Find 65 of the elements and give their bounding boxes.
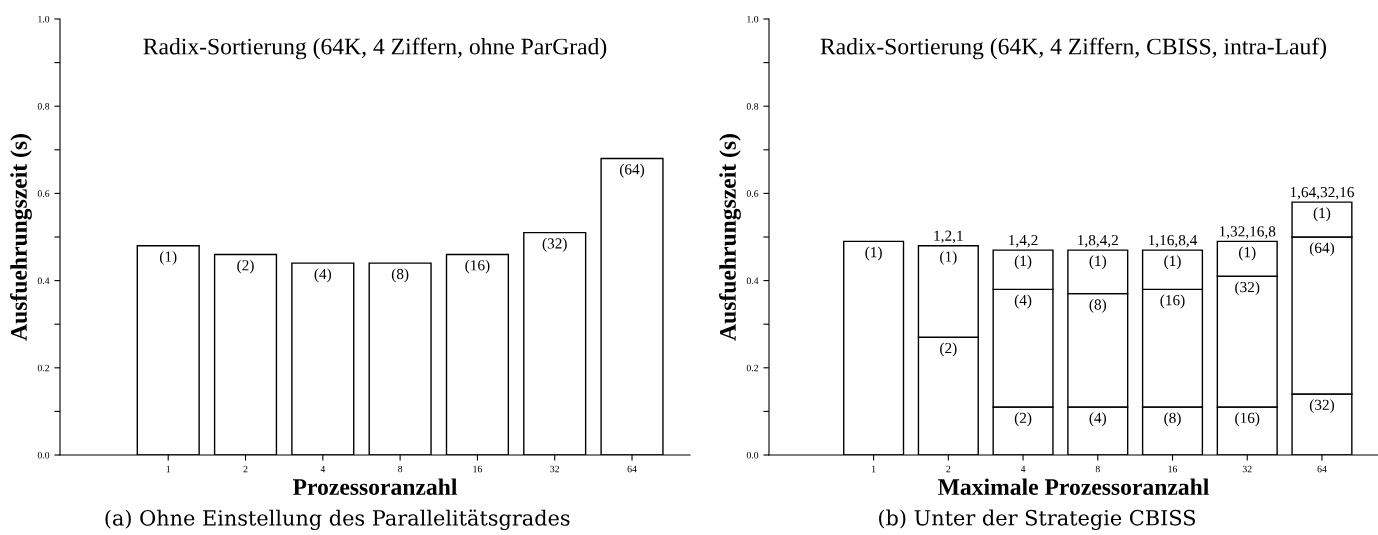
total-label: 1,64,32,16 xyxy=(1290,187,1354,200)
annotation: (2) xyxy=(1014,412,1032,427)
y-tick-label: 0.2 xyxy=(37,364,50,372)
text: (b) Unter der Strategie CBISS xyxy=(879,509,1195,530)
annotation: (32) xyxy=(1235,281,1260,296)
annotation: (4) xyxy=(1089,412,1107,427)
annotation: (1) xyxy=(1014,255,1032,270)
annotation: (1) xyxy=(1313,207,1331,222)
annotation: (64) xyxy=(1309,242,1335,257)
annotation: (16) xyxy=(465,259,490,274)
total-label: 1,32,16,8 xyxy=(1219,226,1276,239)
y-tick-label: 0.4 xyxy=(37,277,50,285)
x-tick-label: 32 xyxy=(550,465,560,473)
annotation: (8) xyxy=(1089,298,1107,313)
x-tick-label: 16 xyxy=(1168,465,1178,473)
x-tick-label: 8 xyxy=(1095,465,1100,473)
y-tick-label: 1.0 xyxy=(747,15,759,23)
x-tick-label: 1 xyxy=(872,465,876,473)
annotation: (8) xyxy=(391,268,409,283)
x-tick-label: 1 xyxy=(166,465,171,473)
y-tick-label: 0.8 xyxy=(37,103,50,110)
total-label: 1,8,4,2 xyxy=(1078,234,1118,248)
y-tick-label: 1.0 xyxy=(38,15,50,23)
x-tick-label: 8 xyxy=(398,465,403,473)
y-tick-label: 0.8 xyxy=(746,103,759,110)
y-tick-label: 0.0 xyxy=(37,451,50,459)
annotation: (1) xyxy=(1239,246,1256,261)
annotation: (64) xyxy=(619,163,645,178)
x-tick-label: 4 xyxy=(1020,465,1026,473)
annotation: (16) xyxy=(1235,412,1260,427)
annotation: (1) xyxy=(865,246,882,261)
annotation: (2) xyxy=(940,342,957,357)
total-label: 1,2,1 xyxy=(934,230,963,244)
annotation: (1) xyxy=(940,250,957,265)
annotation: (1) xyxy=(1089,255,1107,270)
x-tick-label: 64 xyxy=(627,465,637,473)
x-tick-label: 2 xyxy=(946,465,951,473)
total-label: 1,4,2 xyxy=(1009,234,1038,248)
x-tick-label: 16 xyxy=(473,465,482,473)
annotation: (2) xyxy=(237,259,254,274)
y-tick-label: 0.6 xyxy=(746,190,759,197)
annotation: (1) xyxy=(159,250,177,265)
text: Radix-Sortierung (64K, 4 Ziffern, ohne ParGrad) xyxy=(143,37,607,60)
annotation: (4) xyxy=(314,268,332,283)
x-tick-label: 2 xyxy=(243,465,248,473)
x-tick-label: 4 xyxy=(320,465,326,473)
x-tick-label: 64 xyxy=(1317,465,1327,473)
annotation: (8) xyxy=(1164,412,1181,427)
text: Radix-Sortierung (64K, 4 Ziffern, CBISS, intra-Lauf) xyxy=(820,37,1327,60)
annotation: (4) xyxy=(1014,294,1032,309)
text: (a) Ohne Einstellung des Parallelitätsgrades xyxy=(105,509,570,531)
annotation: (16) xyxy=(1160,294,1185,309)
annotation: (1) xyxy=(1164,255,1181,270)
x-axis-title: Maximale Prozessoranzahl xyxy=(938,478,1209,496)
annotation: (32) xyxy=(1309,399,1335,414)
y-axis-title: Ausfuehrungszeit (s) xyxy=(10,134,32,341)
x-tick-label: 32 xyxy=(1242,465,1252,473)
x-axis-title: Prozessoranzahl xyxy=(292,478,458,496)
annotation: (32) xyxy=(542,237,567,252)
y-tick-label: 0.4 xyxy=(746,277,759,285)
y-tick-label: 0.2 xyxy=(746,364,759,372)
y-axis-title: Ausfuehrungszeit (s) xyxy=(719,134,741,341)
total-label: 1,16,8,4 xyxy=(1149,234,1198,248)
y-tick-label: 0.0 xyxy=(746,451,759,459)
y-tick-label: 0.6 xyxy=(37,190,50,197)
